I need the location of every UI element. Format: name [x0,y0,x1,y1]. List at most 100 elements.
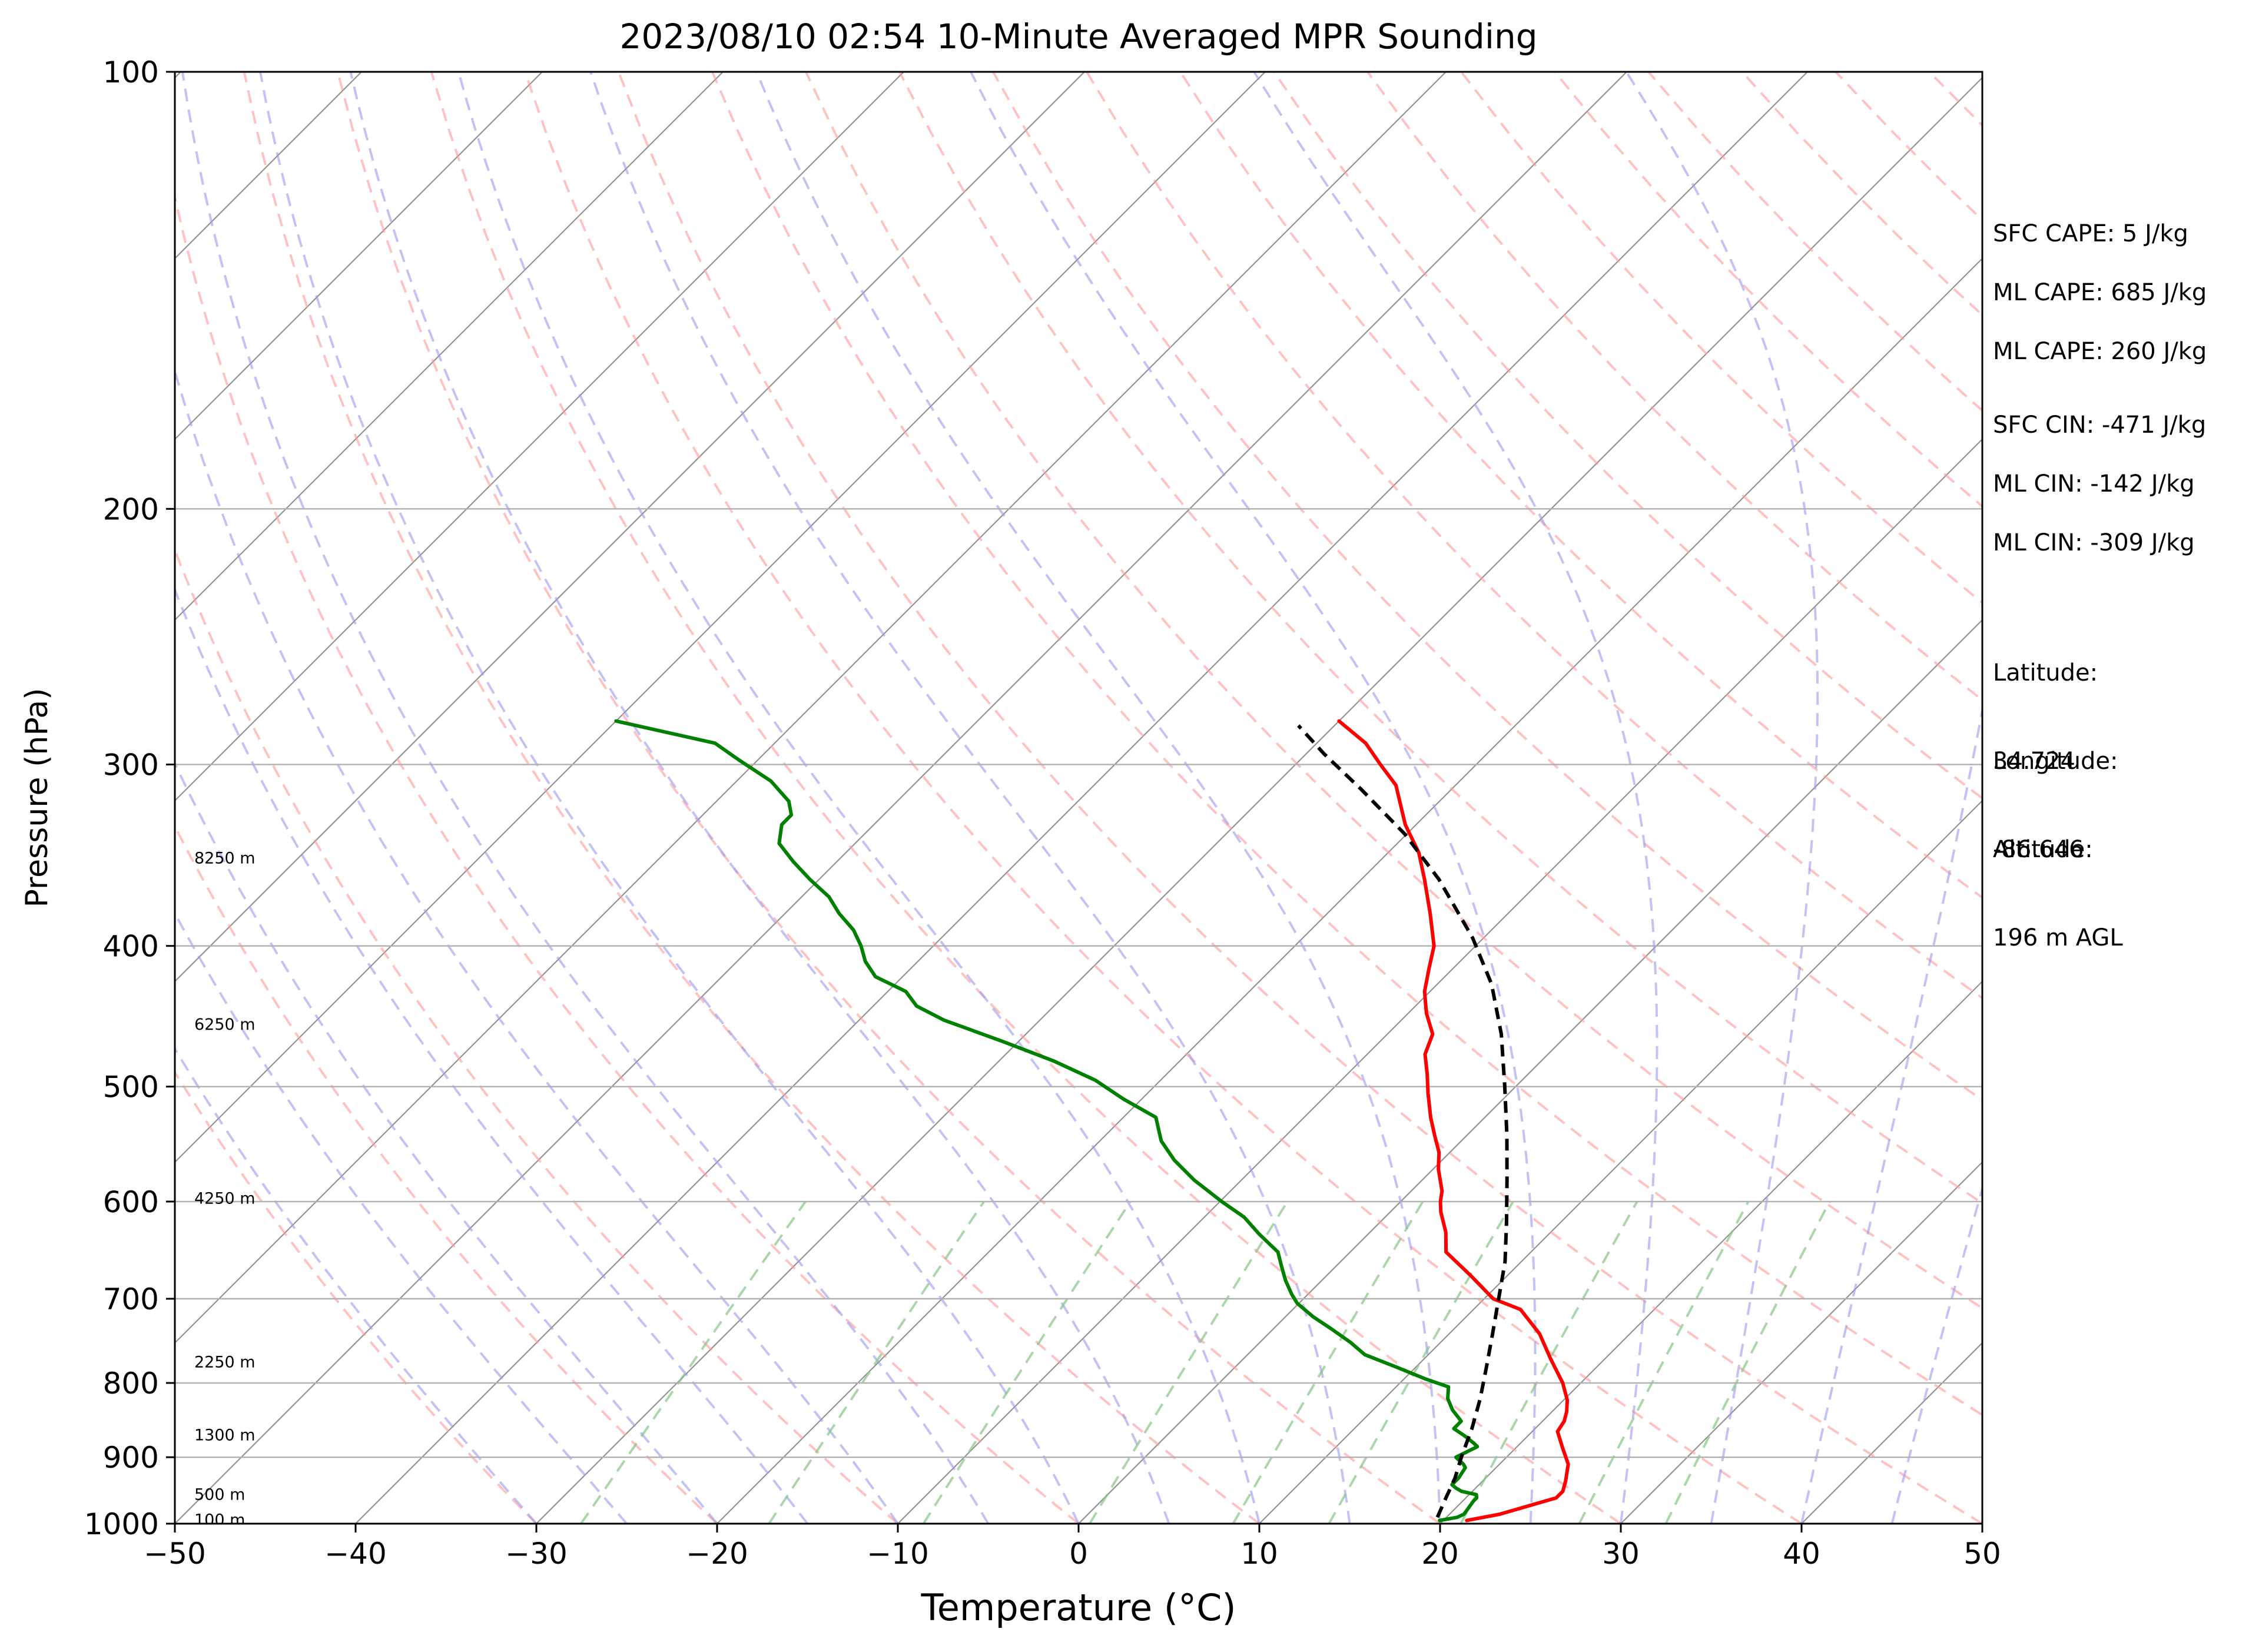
height-label: 4250 m [194,1190,256,1208]
mixing-ratio-line [580,1200,807,1524]
dry-adiabat-line [175,192,1080,1524]
moist-adiabat-line [589,72,1351,1524]
dewpoint-line [614,719,1480,1522]
longitude-label: Longitude: [1993,748,2118,775]
y-tick-label: 300 [103,748,159,782]
y-tick-label: 400 [103,930,159,964]
ml-cape-label: ML CAPE: 260 J/kg [1993,338,2207,365]
dry-adiabat-line [898,72,1982,1205]
y-tick-label: 100 [103,55,159,89]
height-label: 500 m [194,1486,245,1504]
moist-adiabat-line [181,72,990,1524]
dry-adiabat-line [804,72,1982,1310]
sfc-cape-label: SFC CAPE: 5 J/kg [1993,220,2188,247]
dry-adiabat-line [175,546,899,1524]
moist-adiabat-line [259,72,1080,1524]
isotherm-line [175,72,1085,983]
latitude-value: 34.724 [1993,748,2075,775]
temperature-line [1337,719,1570,1522]
isotherm-line [175,72,904,802]
x-tick-label: −10 [867,1537,929,1571]
moist-adiabat-line [457,72,1260,1524]
dry-adiabat-line [1273,72,1982,800]
y-tick-label: 500 [103,1070,159,1104]
isotherm-line [175,72,543,440]
isotherm-line [175,72,724,621]
isotherm-line [1620,1161,1982,1524]
height-label: 2250 m [194,1354,256,1372]
moist-adiabat-line [1625,72,1819,1524]
y-tick-label: 700 [103,1282,159,1316]
isotherm-line [175,72,1627,1524]
moist-adiabat-line [175,586,809,1524]
moist-adiabat-line [349,72,1170,1524]
dry-adiabat-line [175,1070,538,1524]
isotherm-line [1439,980,1982,1524]
mixing-ratio-line [1328,1200,1514,1524]
x-tick-label: 10 [1240,1537,1278,1571]
moist-adiabat-line [755,72,1441,1524]
dry-adiabat-line [175,824,718,1524]
x-tick-label: 50 [1963,1537,2001,1571]
height-label: 100 m [194,1511,245,1530]
x-tick-label: −20 [686,1537,748,1571]
x-tick-label: 0 [1069,1537,1088,1571]
chart-title: 2023/08/10 02:54 10-Minute Averaged MPR … [619,16,1537,57]
isotherm-line [897,438,1982,1524]
altitude-info: Altitude: 196 m AGL [1993,776,2123,982]
mixing-ratio-line [1089,1200,1289,1524]
y-tick-label: 200 [103,492,159,526]
dry-adiabat-line [992,72,1982,1102]
height-label: 6250 m [194,1016,256,1034]
x-tick-label: 40 [1783,1537,1820,1571]
y-tick-label: 800 [103,1366,159,1401]
isotherm-line [717,257,1982,1524]
y-tick-label: 600 [103,1185,159,1219]
moist-adiabat-line [175,911,628,1524]
isotherm-line [175,72,1266,1163]
dry-adiabat-line [1086,72,1982,1000]
x-tick-label: 20 [1421,1537,1459,1571]
x-tick-label: −50 [144,1537,206,1571]
mixing-ratio-line [1664,1200,1831,1524]
height-label: 8250 m [194,850,256,868]
x-tick-label: −30 [505,1537,568,1571]
altitude-label: Altitude: [1993,836,2093,863]
isotherm-line [1078,619,1982,1524]
mixing-ratio-line [1578,1200,1750,1524]
sfc-cin-label: SFC CIN: -471 J/kg [1993,412,2207,439]
ml-cin-label: ML CIN: -142 J/kg [1993,470,2195,497]
isotherm-line [536,77,1982,1524]
mixing-ratio-line [768,1200,985,1524]
moist-adiabat-line [1253,72,1658,1524]
moist-adiabat-line [175,761,718,1524]
parcel-line [1297,724,1509,1518]
ml-cape-label: ML CAPE: 685 J/kg [1993,279,2207,306]
dry-adiabat-line [617,72,1982,1524]
height-label: 1300 m [194,1427,256,1445]
latitude-label: Latitude: [1993,659,2098,686]
mixing-ratio-line [922,1200,1132,1524]
y-tick-label: 1000 [84,1507,159,1541]
x-tick-label: −40 [324,1537,387,1571]
plot-frame [174,71,1983,1525]
isotherm-line [175,72,1447,1344]
longitude-info: Longitude: -86.646 [1993,688,2118,894]
moist-adiabat-line [1800,704,1982,1524]
dry-adiabat-line [1366,72,1982,702]
latitude-info: Latitude: 34.724 [1993,599,2098,805]
moist-adiabat-line [175,367,899,1524]
dry-adiabat-line [711,72,1982,1417]
isotherm-line [355,72,1808,1524]
longitude-value: -86.646 [1993,836,2084,863]
y-tick-label: 900 [103,1441,159,1475]
x-axis-label: Temperature (°C) [920,1586,1236,1629]
dry-adiabat-line [523,72,1803,1524]
moist-adiabat-line [970,72,1537,1524]
ml-cin-label: ML CIN: -309 J/kg [1993,529,2195,556]
mixing-ratio-line [1232,1200,1424,1524]
y-axis-label: Pressure (hPa) [19,688,55,908]
moist-adiabat-line [175,1046,538,1524]
x-tick-label: 30 [1602,1537,1640,1571]
